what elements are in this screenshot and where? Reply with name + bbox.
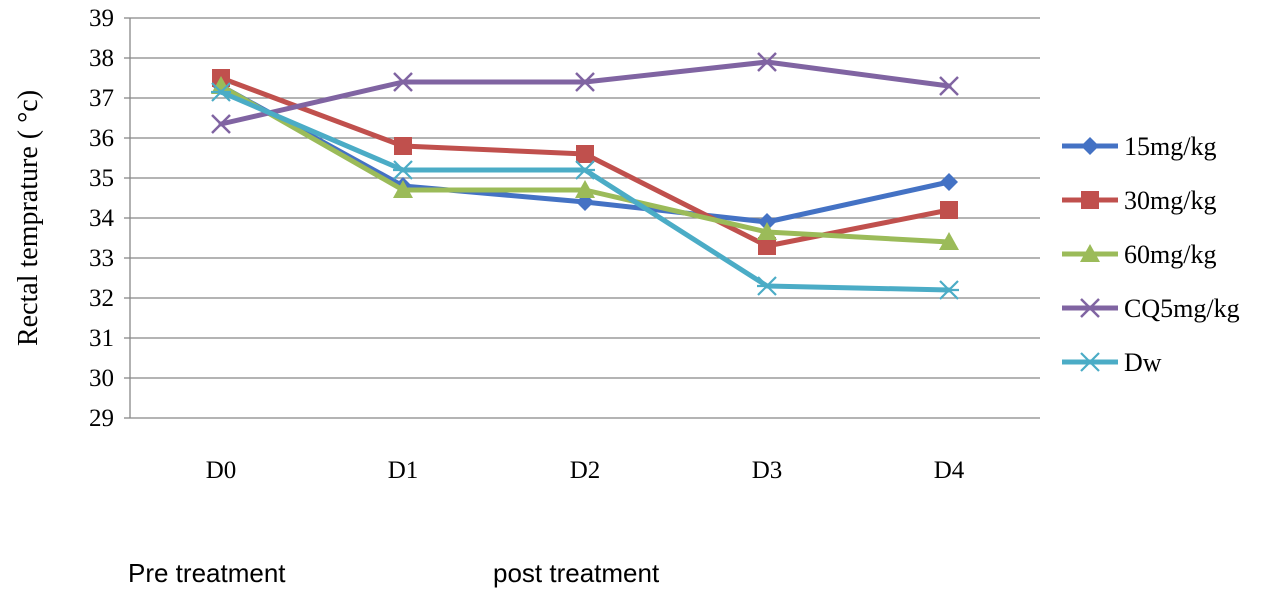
data-point bbox=[757, 222, 777, 240]
legend-marker bbox=[1081, 191, 1099, 209]
data-point bbox=[940, 201, 958, 219]
y-tick-label: 32 bbox=[89, 285, 114, 312]
y-tick-label: 38 bbox=[89, 45, 114, 72]
y-tick-label: 31 bbox=[89, 325, 114, 352]
y-tick-label: 34 bbox=[89, 205, 115, 232]
legend-label: 15mg/kg bbox=[1124, 132, 1216, 161]
series bbox=[211, 52, 959, 300]
legend: 15mg/kg 30mg/kg 60mg/kg CQ5mg/kg Dw bbox=[1062, 132, 1240, 377]
legend-label: 30mg/kg bbox=[1124, 186, 1216, 215]
data-point bbox=[758, 237, 776, 255]
data-point bbox=[393, 160, 413, 180]
data-point bbox=[757, 52, 777, 72]
legend-marker bbox=[1080, 352, 1100, 372]
data-point bbox=[211, 114, 231, 134]
marker-stroke bbox=[575, 72, 595, 92]
series-cq5mg-kg bbox=[211, 52, 959, 134]
x-tick-label: D2 bbox=[570, 457, 601, 484]
legend-item: CQ5mg/kg bbox=[1062, 294, 1240, 323]
data-point bbox=[575, 72, 595, 92]
post-treatment-note: post treatment bbox=[493, 558, 660, 588]
legend-marker bbox=[1081, 137, 1099, 155]
legend-item: 30mg/kg bbox=[1062, 186, 1216, 215]
legend-item: Dw bbox=[1062, 348, 1162, 377]
data-point bbox=[575, 180, 595, 198]
marker-stroke bbox=[211, 114, 231, 134]
y-tick-label: 33 bbox=[89, 245, 114, 272]
data-point bbox=[393, 180, 413, 198]
y-tick-labels: 29 30 31 32 33 34 35 36 37 38 39 bbox=[89, 5, 115, 432]
legend-item: 60mg/kg bbox=[1062, 240, 1216, 269]
y-tick-label: 39 bbox=[89, 5, 114, 32]
data-point bbox=[940, 173, 958, 191]
y-tick-label: 36 bbox=[89, 125, 114, 152]
legend-label: 60mg/kg bbox=[1124, 240, 1216, 269]
series-60mg-kg bbox=[211, 76, 959, 250]
y-tick-label: 35 bbox=[89, 165, 114, 192]
data-point bbox=[939, 76, 959, 96]
pre-treatment-note: Pre treatment bbox=[128, 558, 286, 588]
series-dw bbox=[211, 82, 959, 300]
marker-stroke bbox=[939, 76, 959, 96]
series-line bbox=[218, 59, 952, 127]
legend-item: 15mg/kg bbox=[1062, 132, 1216, 161]
legend-label: CQ5mg/kg bbox=[1124, 294, 1240, 323]
x-tick-label: D3 bbox=[752, 457, 783, 484]
x-tick-labels: D0 D1 D2 D3 D4 bbox=[206, 457, 965, 484]
y-tick-label: 37 bbox=[89, 85, 114, 112]
legend-marker bbox=[1080, 298, 1100, 318]
x-tick-label: D0 bbox=[206, 457, 237, 484]
y-tick-label: 30 bbox=[89, 365, 114, 392]
x-tick-label: D4 bbox=[934, 457, 965, 484]
data-point bbox=[394, 137, 412, 155]
data-point bbox=[939, 280, 959, 300]
data-point bbox=[211, 82, 231, 102]
legend-marker bbox=[1080, 244, 1100, 262]
data-point bbox=[757, 276, 777, 296]
axes bbox=[124, 17, 1040, 419]
marker-stroke bbox=[757, 52, 777, 72]
data-point bbox=[576, 145, 594, 163]
marker-stroke bbox=[393, 72, 413, 92]
series-30mg-kg bbox=[212, 69, 958, 255]
y-tick-label: 29 bbox=[89, 405, 114, 432]
gridlines bbox=[130, 17, 1040, 379]
x-tick-label: D1 bbox=[388, 457, 419, 484]
data-point bbox=[575, 160, 595, 180]
data-point bbox=[393, 72, 413, 92]
y-axis-title: Rectal temprature ( °c) bbox=[13, 90, 44, 346]
legend-label: Dw bbox=[1124, 348, 1162, 377]
marker-stroke bbox=[1080, 298, 1100, 318]
data-point bbox=[211, 76, 231, 94]
data-point bbox=[939, 232, 959, 250]
